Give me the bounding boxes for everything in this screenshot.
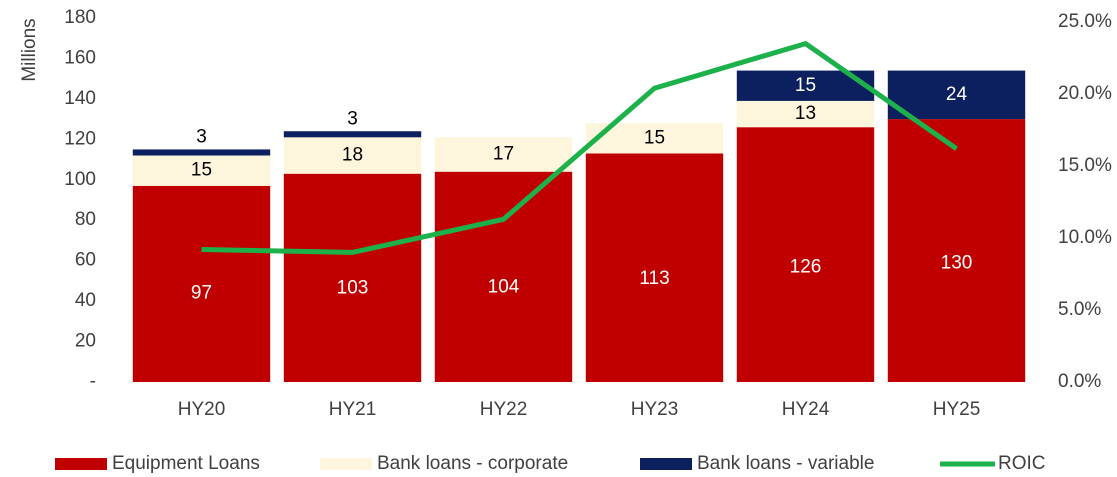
bar-segment bbox=[132, 185, 271, 382]
bar-segment bbox=[887, 119, 1026, 382]
y-tick-label: 180 bbox=[64, 7, 96, 28]
x-tick-label: HY25 bbox=[933, 399, 981, 420]
legend-label: ROIC bbox=[998, 453, 1046, 474]
bar-segment bbox=[283, 173, 422, 382]
y-tick-label: - bbox=[90, 371, 96, 392]
legend-swatch bbox=[320, 458, 372, 470]
data-label: 103 bbox=[337, 277, 369, 298]
data-label: 126 bbox=[790, 256, 822, 277]
bar-segment bbox=[736, 127, 875, 382]
data-label: 3 bbox=[347, 108, 358, 129]
y2-tick-label: 15.0% bbox=[1058, 155, 1112, 176]
line bbox=[201, 41, 958, 255]
data-label: 15 bbox=[191, 160, 212, 181]
x-tick-label: HY24 bbox=[782, 399, 830, 420]
y2-tick-label: 25.0% bbox=[1058, 11, 1112, 32]
y-tick-label: 20 bbox=[75, 331, 96, 352]
x-tick-label: HY22 bbox=[480, 399, 528, 420]
bar-segment bbox=[132, 149, 271, 156]
data-label: 97 bbox=[191, 283, 212, 304]
data-label: 15 bbox=[795, 75, 816, 96]
data-label: 3 bbox=[196, 126, 207, 147]
y-tick-label: 120 bbox=[64, 128, 96, 149]
y-tick-label: 100 bbox=[64, 169, 96, 190]
data-label: 24 bbox=[946, 84, 968, 105]
y-axis-label: Millions bbox=[19, 18, 40, 81]
bar-segment bbox=[434, 137, 573, 172]
x-tick-label: HY23 bbox=[631, 399, 679, 420]
legend-swatch bbox=[640, 458, 692, 470]
y2-tick-label: 0.0% bbox=[1058, 371, 1101, 392]
bar-segment bbox=[132, 155, 271, 186]
legend-label: Bank loans - variable bbox=[697, 453, 874, 474]
y2-tick-label: 20.0% bbox=[1058, 83, 1112, 104]
legend-label: Equipment Loans bbox=[112, 453, 260, 474]
bar-segment bbox=[434, 171, 573, 382]
bar-segment bbox=[585, 153, 724, 382]
data-label: 18 bbox=[342, 145, 363, 166]
data-label: 113 bbox=[639, 268, 669, 289]
y-tick-label: 40 bbox=[75, 290, 96, 311]
data-label: 17 bbox=[493, 144, 514, 165]
legend-swatch bbox=[55, 458, 107, 470]
y-tick-label: 80 bbox=[75, 209, 96, 230]
bar-segment bbox=[736, 100, 875, 128]
y-tick-label: 160 bbox=[64, 47, 96, 68]
x-tick-label: HY20 bbox=[178, 399, 226, 420]
bar-segment bbox=[283, 131, 422, 138]
y2-tick-label: 10.0% bbox=[1058, 227, 1112, 248]
data-label: 13 bbox=[795, 103, 816, 124]
data-label: 15 bbox=[644, 127, 665, 148]
x-tick-label: HY21 bbox=[329, 399, 377, 420]
y-tick-label: 140 bbox=[64, 88, 96, 109]
y2-tick-label: 5.0% bbox=[1058, 299, 1101, 320]
bar-segment bbox=[283, 137, 422, 174]
legend-label: Bank loans - corporate bbox=[377, 453, 568, 474]
data-label: 130 bbox=[941, 253, 973, 274]
bar-segment bbox=[887, 70, 1026, 120]
y-tick-label: 60 bbox=[75, 250, 96, 271]
data-label: 104 bbox=[488, 276, 520, 297]
